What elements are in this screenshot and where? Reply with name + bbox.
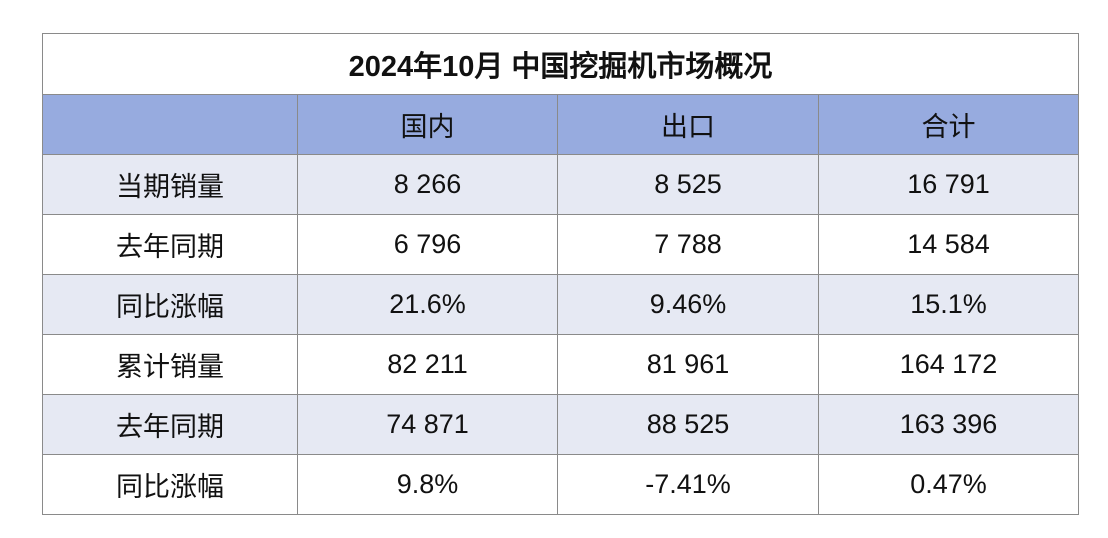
row-label: 累计销量 (42, 334, 298, 395)
data-cell: 8 525 (557, 154, 819, 215)
row-label: 同比涨幅 (42, 274, 298, 335)
data-cell: 6 796 (297, 214, 558, 275)
table-body: 国内 出口 合计 当期销量 8 266 8 525 16 791 去年同期 6 796 7 78… (42, 94, 1080, 515)
data-cell: 16 791 (817, 154, 1080, 215)
data-cell: 14 584 (817, 214, 1080, 275)
row-label: 去年同期 (42, 394, 298, 455)
data-cell: 82 211 (297, 334, 558, 395)
data-row: 累计销量 82 211 81 961 164 172 (42, 334, 1080, 395)
row-label: 同比涨幅 (42, 454, 298, 515)
column-header: 出口 (557, 94, 819, 155)
data-cell: 8 266 (297, 154, 558, 215)
title-row: 2024年10月 中国挖掘机市场概况 (41, 33, 1080, 95)
data-row: 去年同期 74 871 88 525 163 396 (42, 394, 1080, 455)
data-row: 去年同期 6 796 7 788 14 584 (42, 214, 1080, 275)
data-cell: 9.8% (297, 454, 558, 515)
data-cell: 0.47% (817, 454, 1080, 515)
data-cell: 163 396 (817, 394, 1080, 455)
column-header: 国内 (297, 94, 558, 155)
data-cell: 7 788 (557, 214, 819, 275)
market-table: 2024年10月 中国挖掘机市场概况 国内 出口 合计 当期销量 8 266 8 525… (41, 33, 1080, 515)
data-cell: 88 525 (557, 394, 819, 455)
header-corner (42, 94, 298, 155)
data-cell: 74 871 (297, 394, 558, 455)
row-label: 当期销量 (42, 154, 298, 215)
column-header: 合计 (817, 94, 1080, 155)
header-row: 国内 出口 合计 (42, 94, 1080, 155)
table-title: 2024年10月 中国挖掘机市场概况 (41, 33, 1080, 95)
data-row: 同比涨幅 9.8% -7.41% 0.47% (42, 454, 1080, 515)
data-cell: 15.1% (817, 274, 1080, 335)
data-cell: -7.41% (557, 454, 819, 515)
row-label: 去年同期 (42, 214, 298, 275)
data-cell: 81 961 (557, 334, 819, 395)
data-cell: 9.46% (557, 274, 819, 335)
data-cell: 164 172 (817, 334, 1080, 395)
data-row: 同比涨幅 21.6% 9.46% 15.1% (42, 274, 1080, 335)
data-row: 当期销量 8 266 8 525 16 791 (42, 154, 1080, 215)
data-cell: 21.6% (297, 274, 558, 335)
